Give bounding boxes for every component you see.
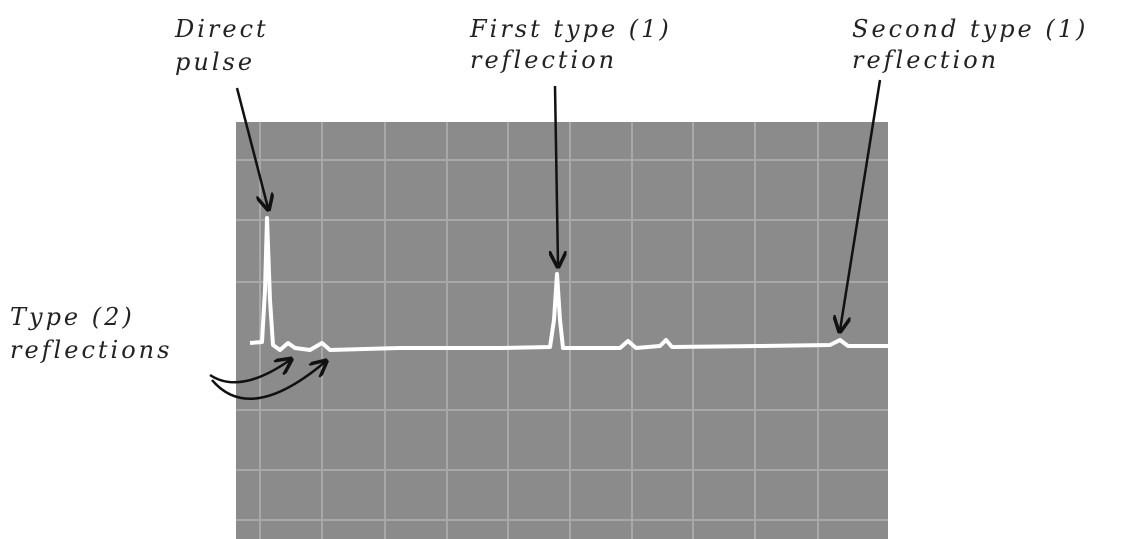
label: reflections [10,336,172,364]
label: Second type (1) [852,15,1088,43]
label: Direct [174,15,269,43]
label: reflection [852,46,999,74]
label: First type (1) [469,15,672,43]
label: Type (2) [10,303,135,331]
page: {"annotations": { "direct_pulse": ["Dire… [0,0,1139,539]
label: reflection [470,46,617,74]
figure: Direct pulse First type (1) reflection S… [0,0,1139,539]
label: pulse [175,48,255,76]
